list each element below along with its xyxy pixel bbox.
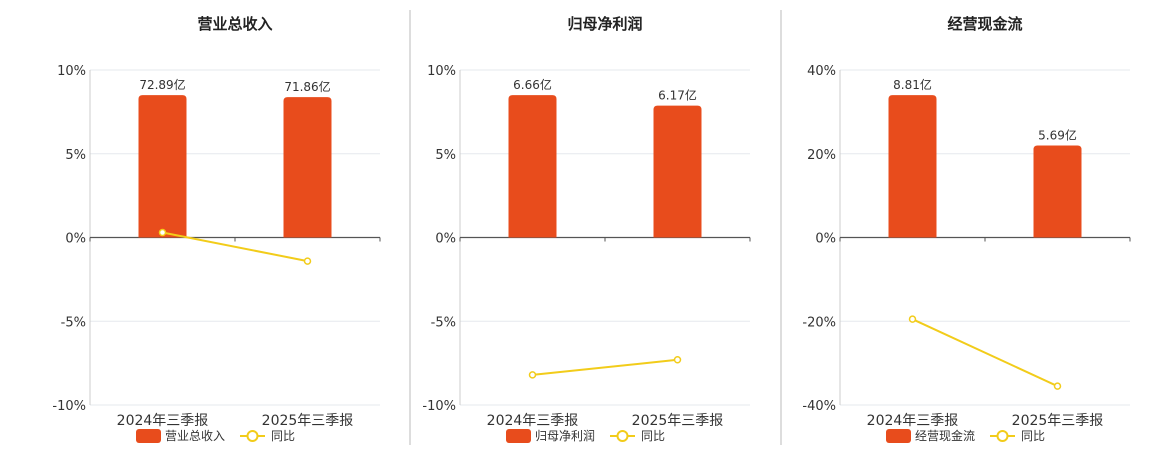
chart-panel-2: 归母净利润 10% 5% 0% -5% -10% 6.66亿 6.17亿 2024年三季报 202… bbox=[422, 15, 751, 443]
chart-title: 经营现金流 bbox=[947, 15, 1022, 33]
legend-bar-swatch bbox=[506, 429, 531, 443]
bar bbox=[283, 97, 332, 238]
x-tick-label: 2024年三季报 bbox=[867, 413, 959, 429]
yoy-line bbox=[532, 358, 678, 376]
y-tick-label: 0% bbox=[815, 232, 836, 247]
y-tick-label: 10% bbox=[427, 64, 456, 79]
chart-title: 营业总收入 bbox=[197, 15, 272, 33]
x-tick-label: 2025年三季报 bbox=[632, 413, 724, 429]
bar bbox=[653, 105, 702, 238]
bar-value-label: 72.89亿 bbox=[139, 77, 185, 92]
y-tick-label: 0% bbox=[65, 232, 86, 247]
y-tick-label: -20% bbox=[802, 315, 836, 330]
y-tick-label: -10% bbox=[52, 399, 86, 414]
bar bbox=[138, 95, 187, 238]
bar-value-label: 8.81亿 bbox=[893, 77, 932, 92]
bar-value-label: 6.17亿 bbox=[658, 88, 697, 103]
bar bbox=[1033, 145, 1082, 238]
bar-value-label: 6.66亿 bbox=[513, 77, 552, 92]
x-tick-label: 2024年三季报 bbox=[117, 413, 209, 429]
y-tick-label: 0% bbox=[435, 232, 456, 247]
legend-bar-label: 经营现金流 bbox=[915, 428, 975, 443]
y-tick-label: 20% bbox=[807, 148, 836, 163]
x-tick-label: 2024年三季报 bbox=[487, 413, 579, 429]
yoy-line bbox=[162, 231, 308, 263]
legend: 营业总收入 同比 bbox=[136, 429, 295, 443]
y-tick-label: 5% bbox=[65, 148, 86, 163]
x-tick-label: 2025年三季报 bbox=[262, 413, 354, 429]
bar-value-label: 5.69亿 bbox=[1038, 128, 1077, 143]
yoy-point bbox=[528, 371, 537, 379]
chart-panel-3: 经营现金流 40% 20% 0% -20% -40% 8.81亿 5.69亿 2024年三季报 2… bbox=[802, 15, 1131, 443]
legend-line-label: 同比 bbox=[641, 429, 665, 443]
yoy-point bbox=[1053, 382, 1062, 390]
y-tick-label: -5% bbox=[61, 315, 86, 330]
legend-bar-swatch bbox=[886, 429, 911, 443]
y-tick-label: -10% bbox=[422, 399, 456, 414]
legend-line-marker bbox=[616, 430, 629, 442]
legend-line-marker bbox=[996, 430, 1009, 442]
bar-value-label: 71.86亿 bbox=[284, 79, 330, 94]
yoy-point bbox=[158, 228, 167, 237]
yoy-point bbox=[908, 315, 917, 323]
chart-title: 归母净利润 bbox=[567, 15, 642, 33]
y-tick-label: 5% bbox=[435, 148, 456, 163]
y-tick-label: -40% bbox=[802, 399, 836, 414]
yoy-point bbox=[673, 356, 682, 364]
legend-line-label: 同比 bbox=[271, 429, 295, 443]
x-tick-label: 2025年三季报 bbox=[1012, 413, 1104, 429]
legend: 归母净利润 同比 bbox=[506, 429, 665, 443]
legend-line-marker bbox=[246, 430, 259, 442]
y-tick-label: 40% bbox=[807, 64, 836, 79]
legend-bar-label: 归母净利润 bbox=[535, 429, 595, 443]
yoy-point bbox=[303, 257, 312, 265]
y-tick-label: 10% bbox=[57, 64, 86, 79]
bar bbox=[888, 95, 937, 238]
chart-panel-1: 营业总收入 10% 5% 0% -5% -10% 72.89亿 71.86亿 2024年三季报 2… bbox=[52, 15, 381, 443]
legend: 经营现金流 同比 bbox=[886, 428, 1045, 443]
yoy-line bbox=[912, 318, 1058, 388]
bar bbox=[508, 95, 557, 238]
legend-line-label: 同比 bbox=[1021, 429, 1045, 443]
legend-bar-swatch bbox=[136, 429, 161, 443]
legend-bar-label: 营业总收入 bbox=[165, 429, 225, 443]
y-tick-label: -5% bbox=[431, 315, 456, 330]
